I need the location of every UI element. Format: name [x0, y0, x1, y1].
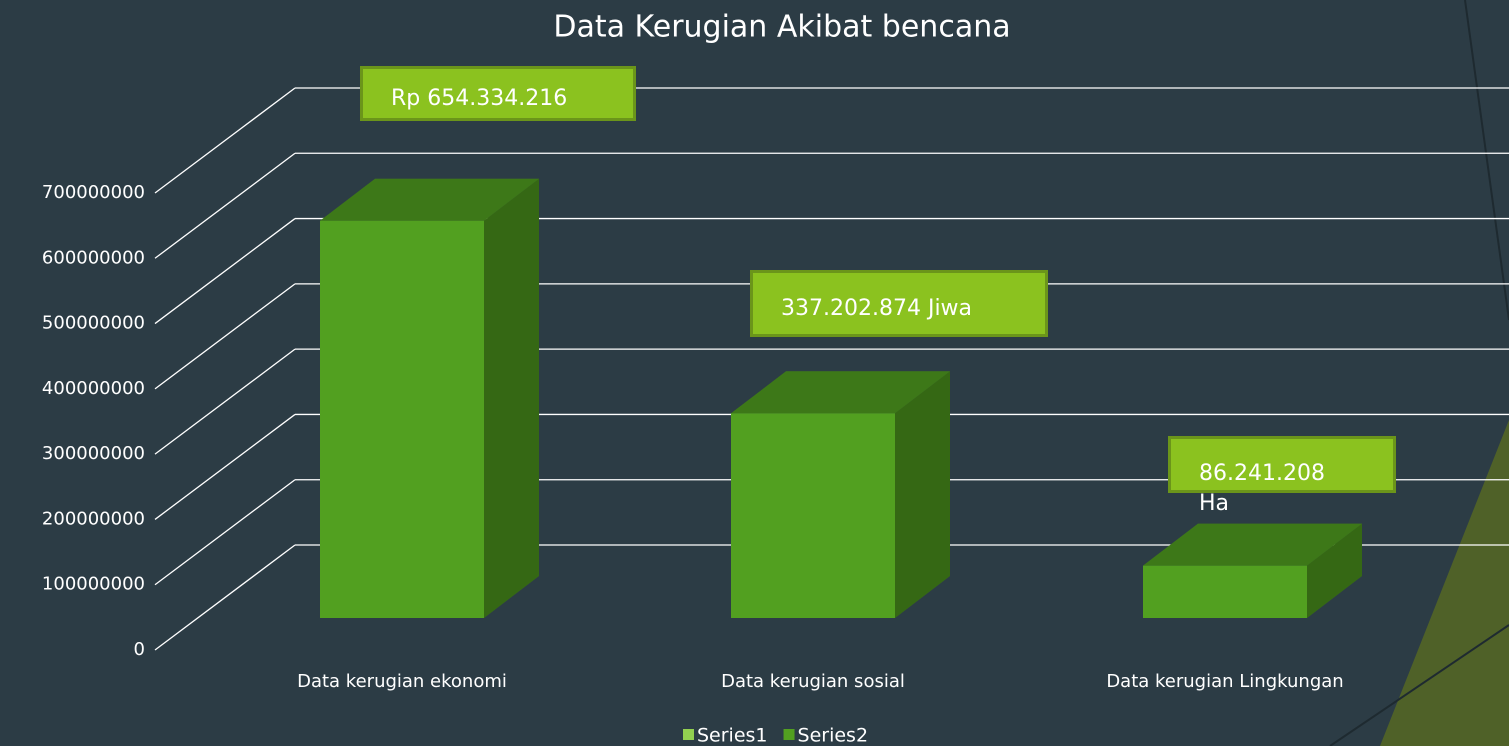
y-tick-label: 400000000: [42, 378, 145, 399]
y-tick-label: 600000000: [42, 247, 145, 268]
bar: [320, 178, 539, 618]
grid-line: [154, 413, 296, 520]
bar-side: [484, 178, 539, 618]
bar-side-shade: [484, 178, 539, 618]
y-tick-label: 100000000: [42, 574, 145, 595]
chart-title: Data Kerugian Akibat bencana: [553, 10, 1010, 45]
bar-side: [895, 371, 950, 618]
decor-triangle: [1380, 420, 1509, 746]
legend-label: Series1: [697, 725, 768, 746]
grid-line: [154, 218, 296, 325]
bar-front: [320, 220, 484, 618]
legend-swatch: [683, 729, 694, 740]
decor-line: [1329, 624, 1509, 746]
y-tick-label: 200000000: [42, 508, 145, 529]
grid-line: [154, 152, 296, 259]
bar-front: [731, 413, 895, 618]
bar-top: [1143, 523, 1362, 566]
grid-line: [154, 348, 296, 455]
grid-line: [154, 479, 296, 586]
x-tick-label: Data kerugian ekonomi: [297, 671, 507, 692]
y-tick-label: 500000000: [42, 313, 145, 334]
y-tick-label: 700000000: [42, 182, 145, 203]
bar-side-shade: [1307, 523, 1362, 618]
decor-line: [1464, 0, 1509, 321]
x-tick-label: Data kerugian sosial: [721, 671, 905, 692]
bar-side-shade: [895, 371, 950, 618]
data-label: 337.202.874 Jiwa: [750, 270, 1048, 337]
grid-line: [154, 544, 296, 651]
y-tick-label: 0: [134, 639, 145, 660]
bar-top-shade: [320, 178, 539, 221]
bar-top-shade: [731, 371, 950, 414]
bar: [731, 371, 950, 618]
legend-swatch: [783, 729, 795, 740]
bar-top: [320, 178, 539, 221]
grid-line: [154, 87, 296, 194]
y-tick-label: 300000000: [42, 443, 145, 464]
legend-label: Series2: [798, 725, 869, 746]
x-tick-label: Data kerugian Lingkungan: [1106, 671, 1343, 692]
bar-side: [1307, 523, 1362, 618]
grid-line: [154, 283, 296, 390]
bar-front: [1143, 565, 1307, 618]
bar-top: [731, 371, 950, 414]
bar-top-shade: [1143, 523, 1362, 566]
data-label: Rp 654.334.216: [360, 66, 636, 121]
data-label: 86.241.208 Ha: [1168, 436, 1396, 516]
bar: [1143, 523, 1362, 618]
